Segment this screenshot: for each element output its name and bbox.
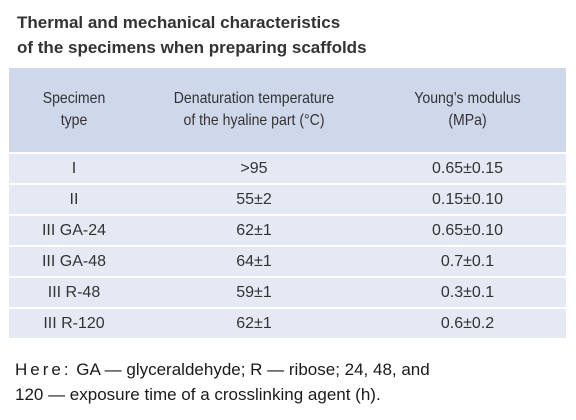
table-row: III GA-48 64±1 0.7±0.1 — [9, 246, 566, 278]
cell-denaturation-temperature: >95 — [139, 153, 369, 185]
table-row: I >95 0.65±0.15 — [9, 153, 566, 185]
cell-specimen-type: III R-120 — [9, 308, 139, 338]
cell-youngs-modulus: 0.65±0.10 — [369, 215, 566, 247]
header-label: Specimen — [42, 90, 106, 107]
header-row: Specimen type Denaturation temperature o… — [9, 68, 566, 154]
cell-specimen-type: III GA-48 — [9, 246, 139, 278]
cell-youngs-modulus: 0.15±0.10 — [369, 184, 566, 216]
footnote-text: GA — glyceraldehyde; R — ribose; 24, 48,… — [71, 360, 430, 379]
footnote-lead: Here: — [15, 360, 72, 379]
cell-denaturation-temperature: 62±1 — [139, 308, 369, 338]
cell-specimen-type: I — [9, 153, 139, 185]
cell-youngs-modulus: 0.7±0.1 — [369, 246, 566, 278]
caption-line-2: of the specimens when preparing scaffold… — [17, 38, 367, 57]
header-label: (MPa) — [448, 112, 487, 129]
footnote-line-1: Here: GA — glyceraldehyde; R — ribose; 2… — [15, 357, 567, 382]
cell-denaturation-temperature: 62±1 — [139, 215, 369, 247]
table-footnote: Here: GA — glyceraldehyde; R — ribose; 2… — [15, 357, 567, 407]
footnote-line-2: 120 — exposure time of a crosslinking ag… — [15, 385, 381, 404]
header-label: Denaturation temperature — [173, 90, 335, 107]
cell-denaturation-temperature: 64±1 — [139, 246, 369, 278]
header-denaturation-temperature: Denaturation temperature of the hyaline … — [139, 68, 369, 154]
cell-youngs-modulus: 0.3±0.1 — [369, 277, 566, 309]
table-row: III GA-24 62±1 0.65±0.10 — [9, 215, 566, 247]
table-row: III R-120 62±1 0.6±0.2 — [9, 308, 566, 338]
cell-youngs-modulus: 0.65±0.15 — [369, 153, 566, 185]
header-specimen-type: Specimen type — [9, 68, 139, 154]
characteristics-table: Specimen type Denaturation temperature o… — [9, 68, 566, 338]
header-label: type — [60, 112, 88, 129]
header-youngs-modulus: Young’s modulus (MPa) — [369, 68, 566, 154]
table-header: Specimen type Denaturation temperature o… — [9, 68, 566, 154]
cell-specimen-type: III GA-24 — [9, 215, 139, 247]
table-row: II 55±2 0.15±0.10 — [9, 184, 566, 216]
table-caption: Thermal and mechanical characteristics o… — [17, 10, 567, 60]
header-label: Young’s modulus — [414, 90, 521, 107]
cell-specimen-type: II — [9, 184, 139, 216]
cell-youngs-modulus: 0.6±0.2 — [369, 308, 566, 338]
cell-specimen-type: III R-48 — [9, 277, 139, 309]
characteristics-table-container: Specimen type Denaturation temperature o… — [9, 68, 566, 338]
cell-denaturation-temperature: 59±1 — [139, 277, 369, 309]
cell-denaturation-temperature: 55±2 — [139, 184, 369, 216]
table-body: I >95 0.65±0.15 II 55±2 0.15±0.10 III GA… — [9, 153, 566, 338]
header-label: of the hyaline part (°C) — [183, 112, 325, 129]
table-row: III R-48 59±1 0.3±0.1 — [9, 277, 566, 309]
caption-line-1: Thermal and mechanical characteristics — [17, 13, 341, 32]
